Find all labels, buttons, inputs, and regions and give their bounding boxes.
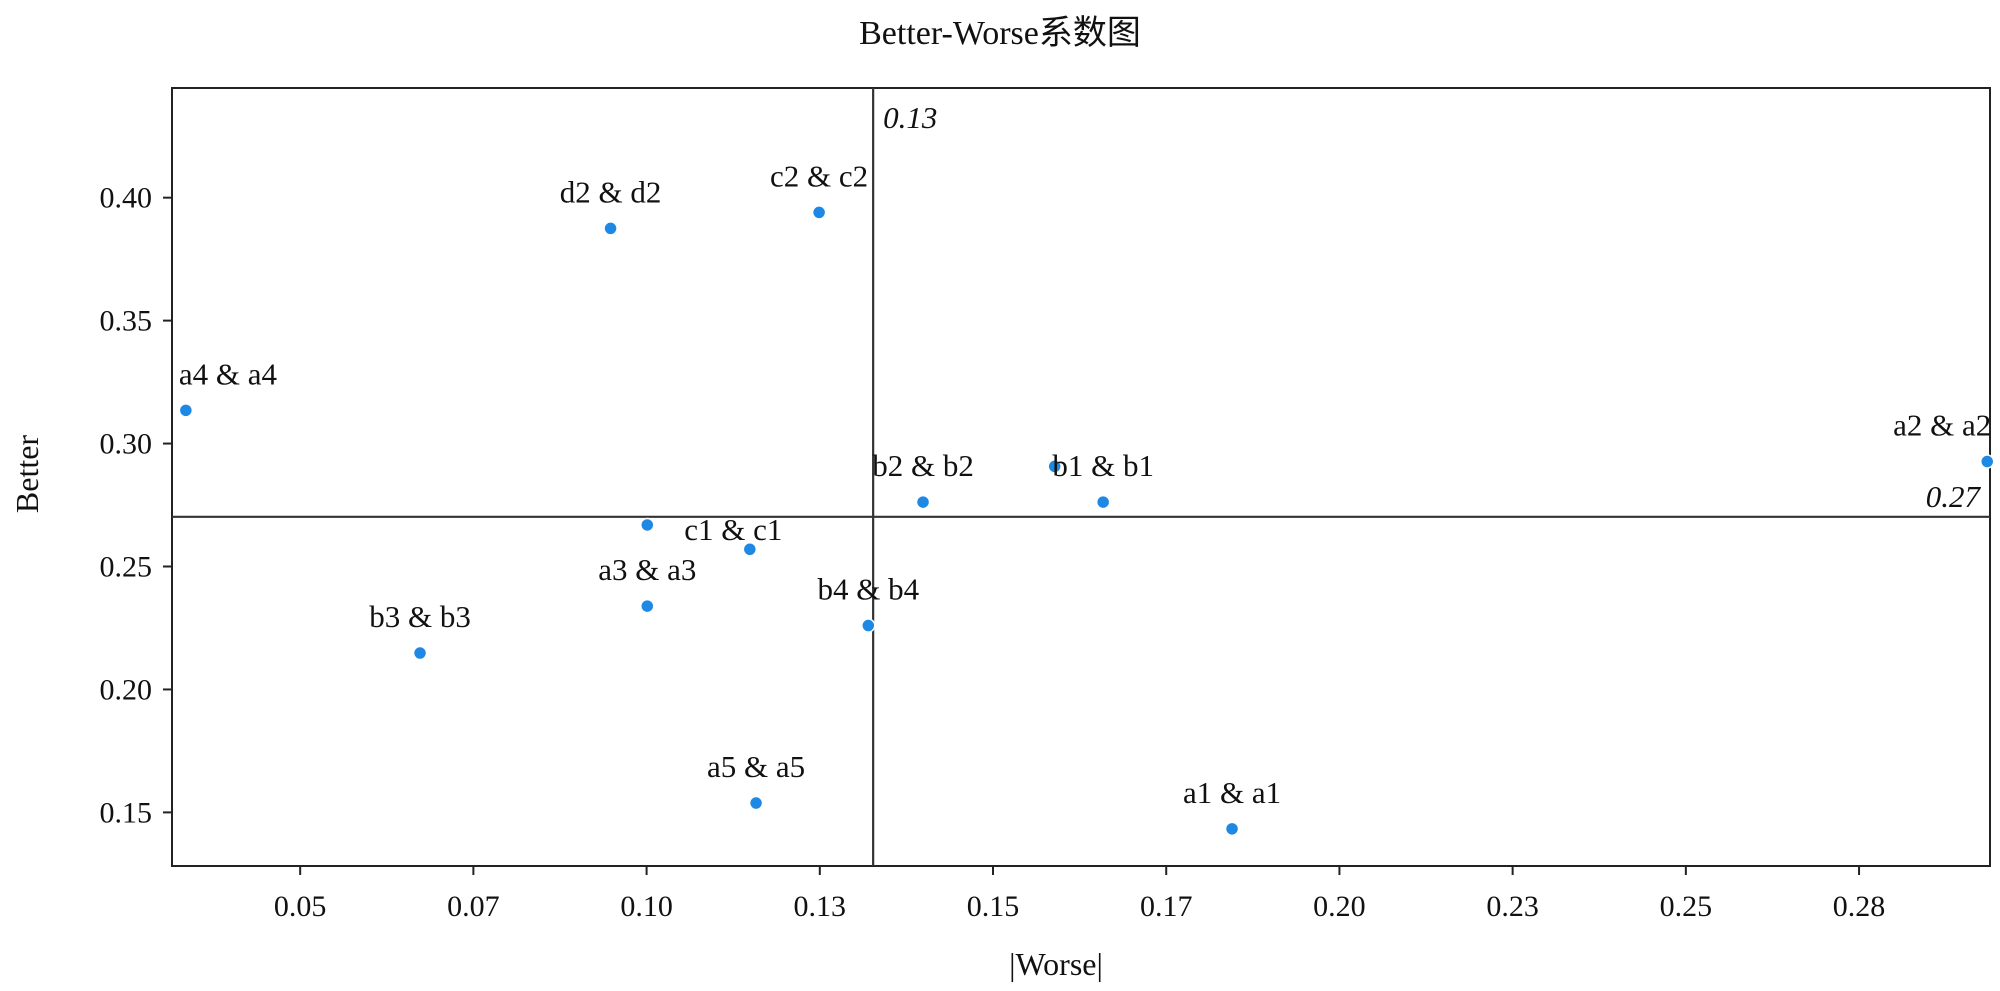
x-tick-label: 0.23 bbox=[1486, 890, 1539, 923]
y-tick-label: 0.15 bbox=[100, 796, 153, 829]
data-point bbox=[1095, 494, 1111, 510]
chart-title: Better-Worse系数图 bbox=[859, 14, 1141, 52]
data-point bbox=[603, 221, 618, 236]
x-tick-label: 0.10 bbox=[620, 890, 673, 923]
data-point bbox=[742, 542, 758, 557]
data-point bbox=[178, 403, 194, 418]
point-label: b1 & b1 bbox=[1052, 448, 1154, 483]
data-point bbox=[811, 205, 827, 220]
reference-lines: 0.13 0.27 bbox=[172, 88, 1990, 866]
point-label: c1 & c1 bbox=[684, 512, 782, 547]
y-tick-label: 0.30 bbox=[100, 428, 153, 461]
x-tick-label: 0.25 bbox=[1660, 890, 1713, 923]
data-points: a4 & a4 d2 & d2 c2 & c2 c1 & c1 a3 & a3 b3 & … bbox=[178, 158, 1995, 837]
point-label: b3 & b3 bbox=[369, 599, 471, 634]
data-point bbox=[1224, 821, 1240, 837]
data-point bbox=[1979, 454, 1995, 469]
axis-ticks: 0.05 0.07 0.10 0.13 0.15 0.17 0.20 0.23 0.25 0.28… bbox=[100, 182, 1886, 923]
point-label: b4 & b4 bbox=[817, 572, 919, 607]
point-label: c2 & c2 bbox=[770, 158, 868, 193]
y-axis-label: Better bbox=[9, 435, 45, 514]
x-tick-label: 0.05 bbox=[274, 890, 327, 923]
data-point bbox=[1047, 459, 1062, 474]
point-label: a5 & a5 bbox=[707, 749, 805, 784]
data-point bbox=[748, 795, 764, 811]
y-tick-label: 0.25 bbox=[100, 551, 153, 584]
y-tick-label: 0.20 bbox=[100, 673, 153, 706]
x-tick-label: 0.07 bbox=[447, 890, 500, 923]
x-tick-label: 0.17 bbox=[1140, 890, 1193, 923]
y-tick-label: 0.40 bbox=[100, 182, 153, 215]
point-label: a3 & a3 bbox=[598, 552, 696, 587]
point-label: a1 & a1 bbox=[1183, 775, 1281, 810]
x-tick-label: 0.13 bbox=[794, 890, 847, 923]
point-label: a2 & a2 bbox=[1893, 408, 1991, 443]
data-point bbox=[640, 598, 655, 614]
point-label: d2 & d2 bbox=[560, 174, 662, 209]
y-tick-label: 0.35 bbox=[100, 305, 153, 338]
x-tick-label: 0.15 bbox=[967, 890, 1020, 923]
x-tick-label: 0.20 bbox=[1313, 890, 1366, 923]
data-point bbox=[412, 645, 428, 661]
point-label: a4 & a4 bbox=[179, 356, 278, 391]
plot-frame bbox=[171, 87, 1991, 867]
data-point bbox=[640, 517, 655, 533]
data-point bbox=[915, 494, 931, 510]
vertical-reference-label: 0.13 bbox=[883, 100, 937, 135]
horizontal-reference-label: 0.27 bbox=[1926, 479, 1982, 514]
x-axis-label: |Worse| bbox=[1009, 946, 1103, 982]
data-point bbox=[861, 618, 876, 633]
point-label: b2 & b2 bbox=[872, 448, 974, 483]
x-tick-label: 0.28 bbox=[1833, 890, 1886, 923]
